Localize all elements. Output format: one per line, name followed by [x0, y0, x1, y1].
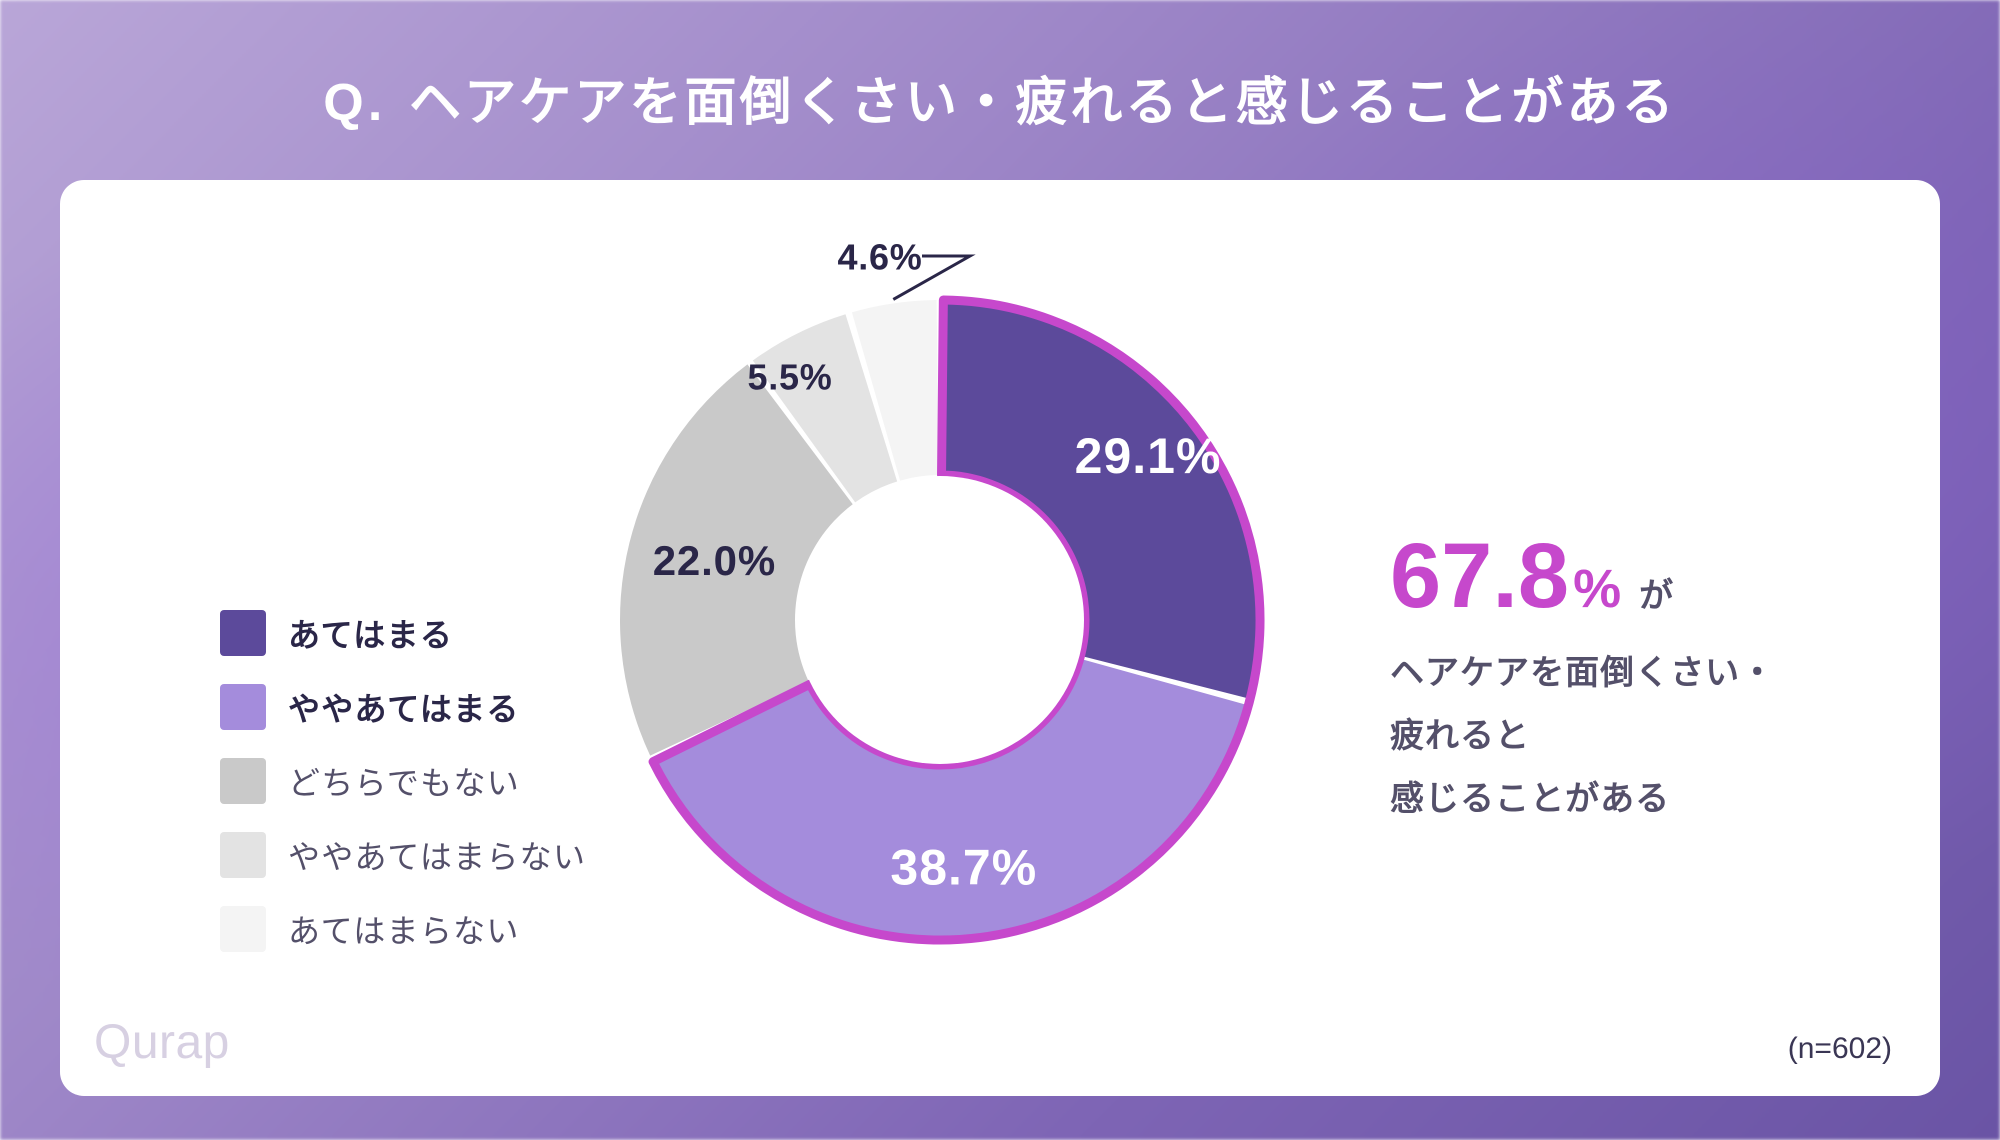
legend: あてはまるややあてはまるどちらでもないややあてはまらないあてはまらない [220, 610, 586, 952]
title-text: ヘアケアを面倒くさい・疲れると感じることがある [409, 60, 1677, 135]
legend-item: あてはまる [220, 610, 586, 656]
legend-swatch [220, 832, 266, 878]
brand-logo: Qurap [94, 1015, 230, 1070]
title-q-prefix: Q. [323, 73, 386, 133]
slice-label-somewhat_not: 5.5% [748, 357, 833, 398]
legend-item: どちらでもない [220, 758, 586, 804]
legend-label: あてはまらない [288, 906, 520, 952]
legend-label: どちらでもない [288, 758, 520, 804]
callout-ga: が [1639, 568, 1673, 617]
slice-label-somewhat_applies: 38.7% [890, 840, 1037, 896]
callout-percent: % [1573, 558, 1621, 620]
legend-swatch [220, 906, 266, 952]
legend-label: ややあてはまらない [288, 832, 586, 878]
callout-line: ヘアケアを面倒くさい・ [1390, 642, 1910, 705]
summary-callout: 67.8 % が ヘアケアを面倒くさい・疲れると感じることがある [1390, 530, 1910, 831]
chart-card: 29.1% 38.7% 22.0% 5.5% 4.6% あてはまるややあてはまるどちらで… [60, 180, 1940, 1096]
slice-label-not_applies: 4.6% [838, 237, 923, 278]
slice-label-neutral: 22.0% [653, 537, 776, 584]
legend-label: ややあてはまる [288, 684, 520, 730]
legend-item: ややあてはまらない [220, 832, 586, 878]
callout-line: 疲れると [1390, 705, 1910, 768]
legend-swatch [220, 758, 266, 804]
donut-chart: 29.1% 38.7% 22.0% 5.5% 4.6% [580, 220, 1300, 940]
callout-line: 感じることがある [1390, 768, 1910, 831]
legend-item: あてはまらない [220, 906, 586, 952]
question-title: Q. ヘアケアを面倒くさい・疲れると感じることがある [0, 60, 2000, 135]
legend-swatch [220, 684, 266, 730]
callout-number: 67.8 [1390, 530, 1569, 622]
callout-body: ヘアケアを面倒くさい・疲れると感じることがある [1390, 642, 1910, 831]
legend-swatch [220, 610, 266, 656]
legend-item: ややあてはまる [220, 684, 586, 730]
donut-center [796, 476, 1084, 764]
slice-label-applies: 29.1% [1075, 428, 1222, 484]
sample-size: (n=602) [1788, 1032, 1892, 1066]
legend-label: あてはまる [288, 610, 453, 656]
